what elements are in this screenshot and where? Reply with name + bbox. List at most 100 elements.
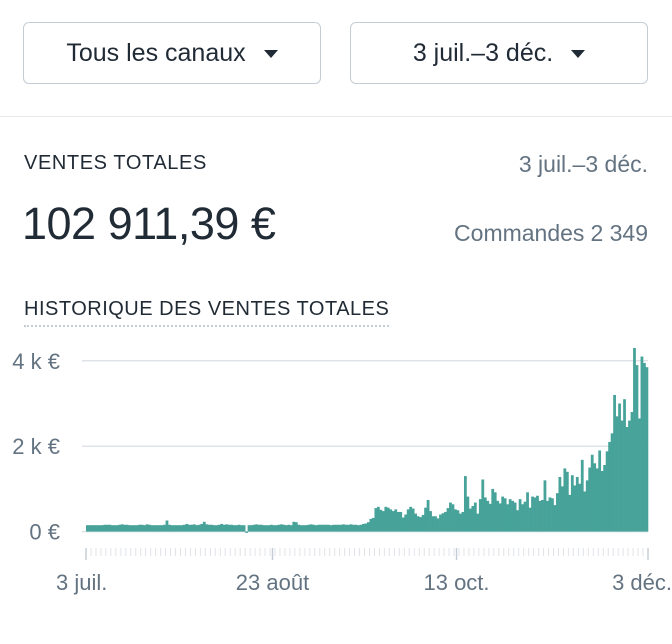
- bar: [322, 524, 326, 532]
- bar: [349, 524, 353, 532]
- bar: [374, 508, 378, 532]
- bar: [508, 499, 512, 532]
- bar: [488, 503, 492, 532]
- bar: [429, 511, 432, 532]
- bar: [441, 513, 445, 532]
- bar: [207, 524, 211, 532]
- date-range-button[interactable]: 3 juil.–3 déc.: [350, 22, 648, 84]
- bar: [182, 524, 186, 532]
- bar: [299, 525, 303, 532]
- bar: [399, 511, 403, 532]
- bar: [575, 476, 579, 532]
- bar: [103, 524, 107, 532]
- bar: [90, 525, 94, 532]
- orders-summary: Commandes 2 349: [454, 220, 648, 247]
- orders-value: 2 349: [590, 220, 648, 246]
- bar: [225, 524, 229, 532]
- caret-down-icon: [571, 50, 586, 58]
- bar: [568, 494, 572, 532]
- bar: [110, 525, 114, 532]
- bar: [570, 475, 574, 532]
- bar: [531, 496, 534, 532]
- bar: [573, 485, 577, 532]
- bar: [257, 524, 261, 532]
- bar: [409, 506, 413, 532]
- bar: [386, 507, 390, 532]
- bar: [135, 525, 139, 532]
- total-sales-title: VENTES TOTALES: [24, 152, 207, 174]
- bar: [578, 483, 582, 532]
- bar: [608, 441, 611, 532]
- x-tick-label: 13 oct.: [423, 570, 489, 595]
- bar: [513, 502, 517, 532]
- bar: [468, 508, 472, 532]
- bar: [603, 464, 607, 532]
- bar: [506, 504, 510, 532]
- bar: [192, 524, 196, 532]
- bar: [643, 362, 646, 532]
- sales-history-chart: 0 € 2 k € 4 k € 3 juil. 23 août 13 oct. 3 déc.: [12, 348, 672, 595]
- bar: [536, 495, 539, 532]
- bar: [384, 506, 388, 532]
- bar: [565, 471, 569, 532]
- bar: [274, 525, 278, 532]
- y-tick-label: 0 €: [29, 520, 60, 545]
- y-tick-label: 4 k €: [12, 349, 60, 374]
- bar: [86, 525, 89, 532]
- bar: [583, 491, 587, 532]
- channel-filter-button[interactable]: Tous les canaux: [23, 22, 321, 84]
- bar: [516, 510, 519, 532]
- bar: [168, 524, 171, 532]
- bar: [454, 509, 457, 532]
- bar: [553, 505, 557, 532]
- sales-history-title[interactable]: HISTORIQUE DES VENTES TOTALES: [24, 298, 390, 327]
- bar: [115, 525, 119, 532]
- bar: [342, 524, 345, 532]
- bar: [153, 525, 156, 532]
- bar: [389, 509, 393, 532]
- bar: [292, 521, 296, 532]
- bar: [128, 525, 132, 532]
- bar: [620, 420, 624, 532]
- bar: [481, 479, 485, 532]
- bar: [230, 524, 234, 532]
- bar: [150, 525, 154, 532]
- bar: [133, 525, 137, 532]
- bar: [125, 524, 129, 532]
- bar: [160, 525, 164, 532]
- bar: [247, 525, 251, 532]
- bar: [551, 498, 554, 532]
- bar: [623, 399, 626, 532]
- bar: [618, 403, 621, 532]
- bar: [414, 513, 418, 532]
- bar: [610, 433, 614, 532]
- bar: [294, 522, 298, 532]
- section-divider: [0, 116, 672, 117]
- bar: [319, 524, 323, 532]
- bar: [367, 522, 370, 532]
- bar: [391, 511, 395, 532]
- bar: [100, 525, 104, 532]
- bar: [449, 502, 452, 532]
- bar: [98, 525, 102, 532]
- bar: [220, 523, 224, 532]
- bar: [302, 525, 306, 532]
- bar: [289, 525, 293, 532]
- bar: [533, 497, 537, 532]
- bar: [419, 517, 423, 532]
- bar: [595, 468, 599, 532]
- bar: [357, 525, 360, 532]
- bar: [95, 525, 99, 532]
- bar: [364, 523, 368, 532]
- bar: [424, 507, 427, 532]
- bar: [145, 524, 149, 532]
- bar: [93, 525, 97, 532]
- bar: [347, 524, 350, 532]
- y-tick-label: 2 k €: [12, 434, 60, 459]
- bar: [471, 505, 475, 532]
- bar: [436, 518, 440, 532]
- bar: [237, 524, 241, 532]
- bar: [493, 492, 497, 532]
- bar: [411, 508, 415, 532]
- bar: [148, 524, 151, 532]
